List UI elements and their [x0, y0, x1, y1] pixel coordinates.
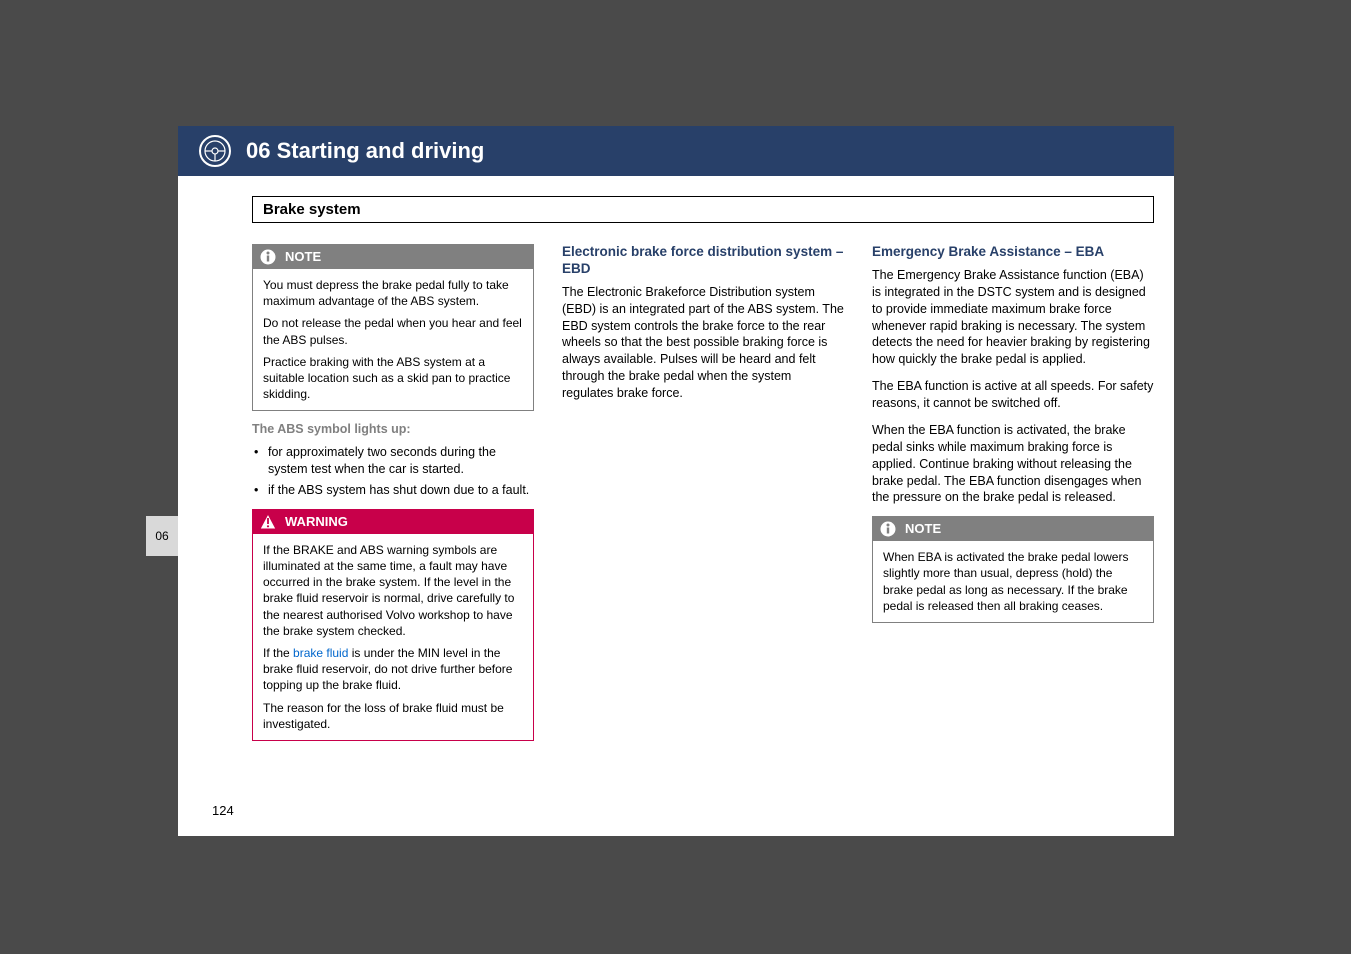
warning-p3: The reason for the loss of brake fluid m…	[263, 700, 523, 732]
content-columns: NOTE You must depress the brake pedal fu…	[252, 244, 1154, 751]
note-p1: You must depress the brake pedal fully t…	[263, 277, 523, 309]
abs-bullet-list: for approximately two seconds during the…	[252, 444, 534, 499]
chapter-header: 06 Starting and driving	[178, 126, 1174, 176]
note-p3: Practice braking with the ABS system at …	[263, 354, 523, 403]
column-1: NOTE You must depress the brake pedal fu…	[252, 244, 534, 751]
warning-p2a: If the	[263, 646, 293, 660]
note-callout: NOTE You must depress the brake pedal fu…	[252, 244, 534, 411]
note-body: You must depress the brake pedal fully t…	[253, 269, 533, 410]
warning-label: WARNING	[285, 513, 348, 531]
info-icon	[879, 520, 897, 538]
eba-p1: The Emergency Brake Assistance function …	[872, 267, 1154, 368]
section-title: Brake system	[263, 201, 1143, 218]
column-3: Emergency Brake Assistance – EBA The Eme…	[872, 244, 1154, 751]
eba-p3: When the EBA function is activated, the …	[872, 422, 1154, 506]
page-number: 124	[212, 803, 234, 818]
note-callout-eba: NOTE When EBA is activated the brake ped…	[872, 516, 1154, 623]
steering-wheel-icon	[198, 134, 232, 168]
warning-body: If the BRAKE and ABS warning symbols are…	[253, 534, 533, 740]
ebd-para: The Electronic Brakeforce Distribution s…	[562, 284, 844, 402]
note-eba-p1: When EBA is activated the brake pedal lo…	[883, 549, 1143, 614]
info-icon	[259, 248, 277, 266]
eba-p2: The EBA function is active at all speeds…	[872, 378, 1154, 412]
note-p2: Do not release the pedal when you hear a…	[263, 315, 523, 347]
note-label: NOTE	[285, 248, 321, 266]
warning-callout: WARNING If the BRAKE and ABS warning sym…	[252, 509, 534, 741]
warning-p2: If the brake fluid is under the MIN leve…	[263, 645, 523, 694]
note-label-eba: NOTE	[905, 520, 941, 538]
list-item: for approximately two seconds during the…	[252, 444, 534, 478]
note-body-eba: When EBA is activated the brake pedal lo…	[873, 541, 1153, 622]
abs-subhead: The ABS symbol lights up:	[252, 421, 534, 438]
page: 06 Starting and driving Brake system 06 …	[178, 126, 1174, 836]
section-title-box: Brake system	[252, 196, 1154, 223]
chapter-side-tab: 06	[146, 516, 178, 556]
eba-heading: Emergency Brake Assistance – EBA	[872, 244, 1154, 261]
note-header-eba: NOTE	[873, 517, 1153, 541]
brake-fluid-link[interactable]: brake fluid	[293, 646, 348, 660]
warning-triangle-icon	[259, 513, 277, 531]
note-header: NOTE	[253, 245, 533, 269]
warning-header: WARNING	[253, 510, 533, 534]
chapter-title: 06 Starting and driving	[246, 138, 484, 164]
column-2: Electronic brake force distribution syst…	[562, 244, 844, 751]
ebd-heading: Electronic brake force distribution syst…	[562, 244, 844, 278]
list-item: if the ABS system has shut down due to a…	[252, 482, 534, 499]
warning-p1: If the BRAKE and ABS warning symbols are…	[263, 542, 523, 639]
